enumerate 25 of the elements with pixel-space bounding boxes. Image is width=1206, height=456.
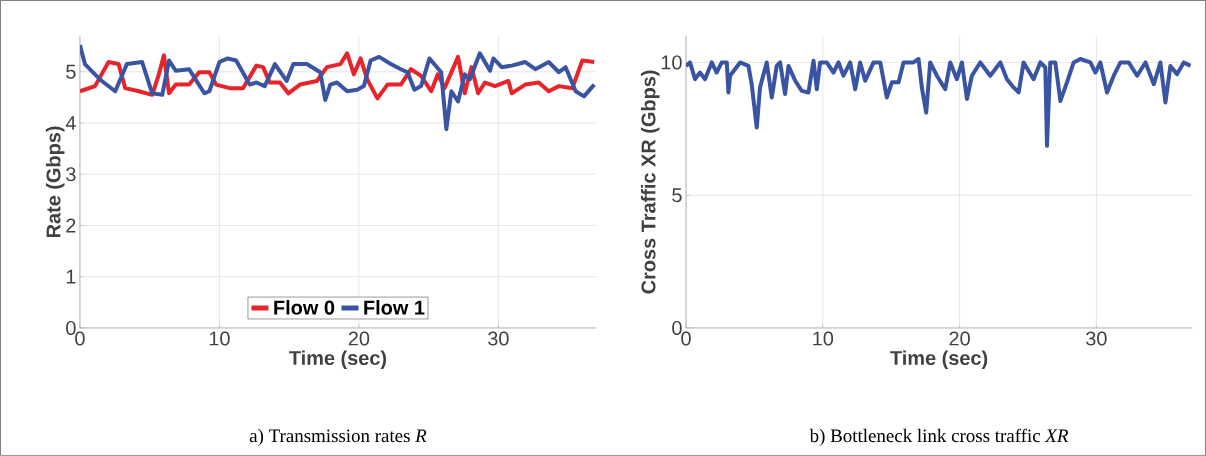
y-axis-title: Rate (Gbps) <box>45 126 65 238</box>
x-axis-title: Time (sec) <box>890 350 988 370</box>
y-tick-label: 5 <box>672 188 682 203</box>
y-tick-label: 10 <box>661 55 682 70</box>
y-tick-label: 3 <box>66 167 76 182</box>
legend-label: Flow 1 <box>364 300 425 315</box>
y-tick-label: 2 <box>66 218 76 233</box>
y-tick-label: 5 <box>66 64 76 79</box>
x-tick-label: 10 <box>813 331 834 346</box>
line-series <box>686 57 1193 148</box>
text: b) Bottleneck link cross traffic XR <box>809 428 1069 447</box>
y-tick-label: 0 <box>672 320 682 336</box>
y-axis-title: Cross Traffic XR (Gbps) <box>640 70 660 294</box>
legend-label: Flow 0 <box>274 300 335 315</box>
x-tick-label: 20 <box>348 331 370 346</box>
x-axis-title: Time (sec) <box>289 350 387 370</box>
x-tick-label: 30 <box>488 331 509 346</box>
text: a) Transmission rates R <box>249 428 427 447</box>
y-tick-label: 0 <box>66 320 76 336</box>
y-tick-label: 1 <box>66 269 76 284</box>
x-tick-label: 30 <box>1086 331 1107 346</box>
x-tick-label: 10 <box>209 331 230 346</box>
line-series <box>79 43 597 132</box>
x-tick-label: 20 <box>949 331 970 346</box>
y-tick-label: 4 <box>65 116 76 130</box>
